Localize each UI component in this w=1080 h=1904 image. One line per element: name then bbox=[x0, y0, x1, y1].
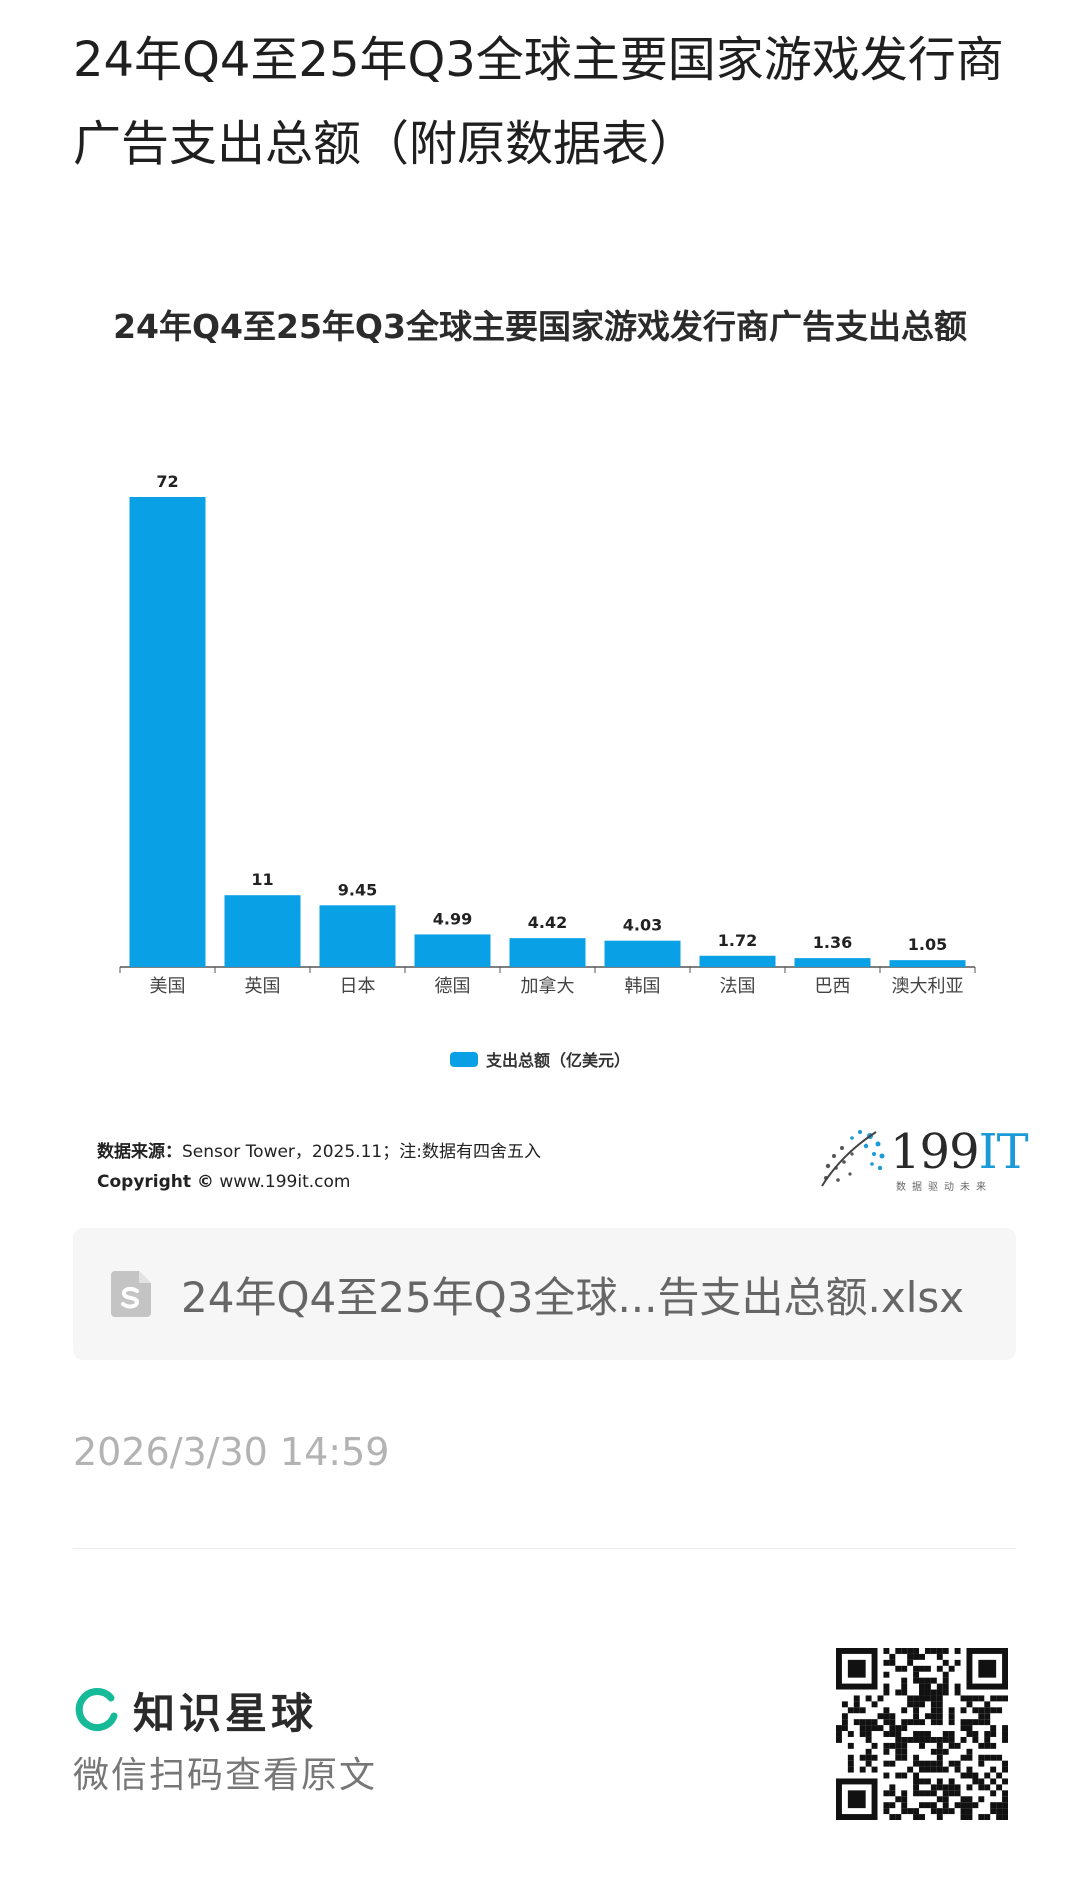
data-label: 4.03 bbox=[623, 916, 662, 935]
bar-chart: 72 美国 11 英国 9.45 日本 4.99 德国 4.42 加拿大 4.03 韩国 1.72 法国 1… bbox=[119, 472, 976, 997]
spreadsheet-file-icon bbox=[111, 1271, 151, 1317]
x-tick-label: 加拿大 bbox=[521, 975, 575, 997]
data-label: 11 bbox=[251, 870, 273, 889]
source-note: 数据来源：Sensor Tower，2025.11；注:数据有四舍五入 Copy… bbox=[97, 1137, 541, 1197]
data-label: 1.72 bbox=[718, 931, 757, 950]
bar bbox=[604, 940, 681, 967]
bar bbox=[889, 960, 966, 967]
data-label: 4.99 bbox=[433, 909, 472, 928]
chart-legend: 支出总额（亿美元） bbox=[0, 1047, 1080, 1071]
data-label: 1.36 bbox=[813, 933, 852, 952]
bar bbox=[509, 938, 586, 967]
x-tick-label: 澳大利亚 bbox=[892, 976, 964, 997]
brand-tagline: 数据驱动未来 bbox=[896, 1182, 992, 1193]
copyright-text: www.199it.com bbox=[219, 1172, 351, 1192]
divider bbox=[73, 1548, 1016, 1549]
x-tick-label: 英国 bbox=[245, 976, 281, 997]
bar bbox=[319, 905, 396, 967]
qr-code-icon[interactable] bbox=[836, 1648, 1008, 1820]
app-brand: 知识星球 bbox=[73, 1680, 317, 1741]
data-label: 9.45 bbox=[338, 880, 377, 899]
brand-number: 199IT bbox=[890, 1124, 1029, 1180]
x-tick-label: 日本 bbox=[340, 976, 376, 997]
x-tick-label: 韩国 bbox=[625, 976, 661, 997]
planet-logo-icon bbox=[75, 1687, 118, 1731]
bar bbox=[414, 934, 491, 967]
app-name: 知识星球 bbox=[133, 1689, 318, 1738]
dots-logo-icon bbox=[821, 1130, 885, 1187]
x-tick-label: 美国 bbox=[150, 976, 186, 997]
bar bbox=[794, 958, 871, 967]
page-title: 24年Q4至25年Q3全球主要国家游戏发行商广告支出总额（附原数据表） bbox=[73, 32, 1004, 172]
post-timestamp: 2026/3/30 14:59 bbox=[73, 1430, 390, 1474]
source-text: Sensor Tower，2025.11；注:数据有四舍五入 bbox=[182, 1142, 541, 1162]
data-label: 72 bbox=[156, 472, 178, 491]
x-tick-label: 德国 bbox=[435, 976, 471, 997]
bar bbox=[224, 895, 301, 967]
x-tick-label: 巴西 bbox=[815, 976, 851, 997]
data-label: 4.42 bbox=[528, 913, 567, 932]
chart-title: 24年Q4至25年Q3全球主要国家游戏发行商广告支出总额 bbox=[113, 307, 967, 346]
legend-swatch bbox=[449, 1051, 478, 1067]
bar bbox=[699, 955, 776, 967]
legend-label: 支出总额（亿美元） bbox=[485, 1051, 630, 1070]
x-tick-label: 法国 bbox=[720, 976, 756, 997]
scan-hint: 微信扫码查看原文 bbox=[73, 1755, 378, 1796]
file-name[interactable]: 24年Q4至25年Q3全球...告支出总额.xlsx bbox=[181, 1272, 965, 1322]
bar bbox=[129, 497, 206, 967]
attachment-file-card[interactable]: 24年Q4至25年Q3全球...告支出总额.xlsx bbox=[73, 1228, 1016, 1360]
copyright-label: Copyright © bbox=[97, 1172, 214, 1192]
data-label: 1.05 bbox=[908, 935, 947, 954]
brand-logo: 199IT 数据驱动未来 bbox=[812, 1124, 1029, 1194]
source-label: 数据来源： bbox=[97, 1142, 182, 1162]
